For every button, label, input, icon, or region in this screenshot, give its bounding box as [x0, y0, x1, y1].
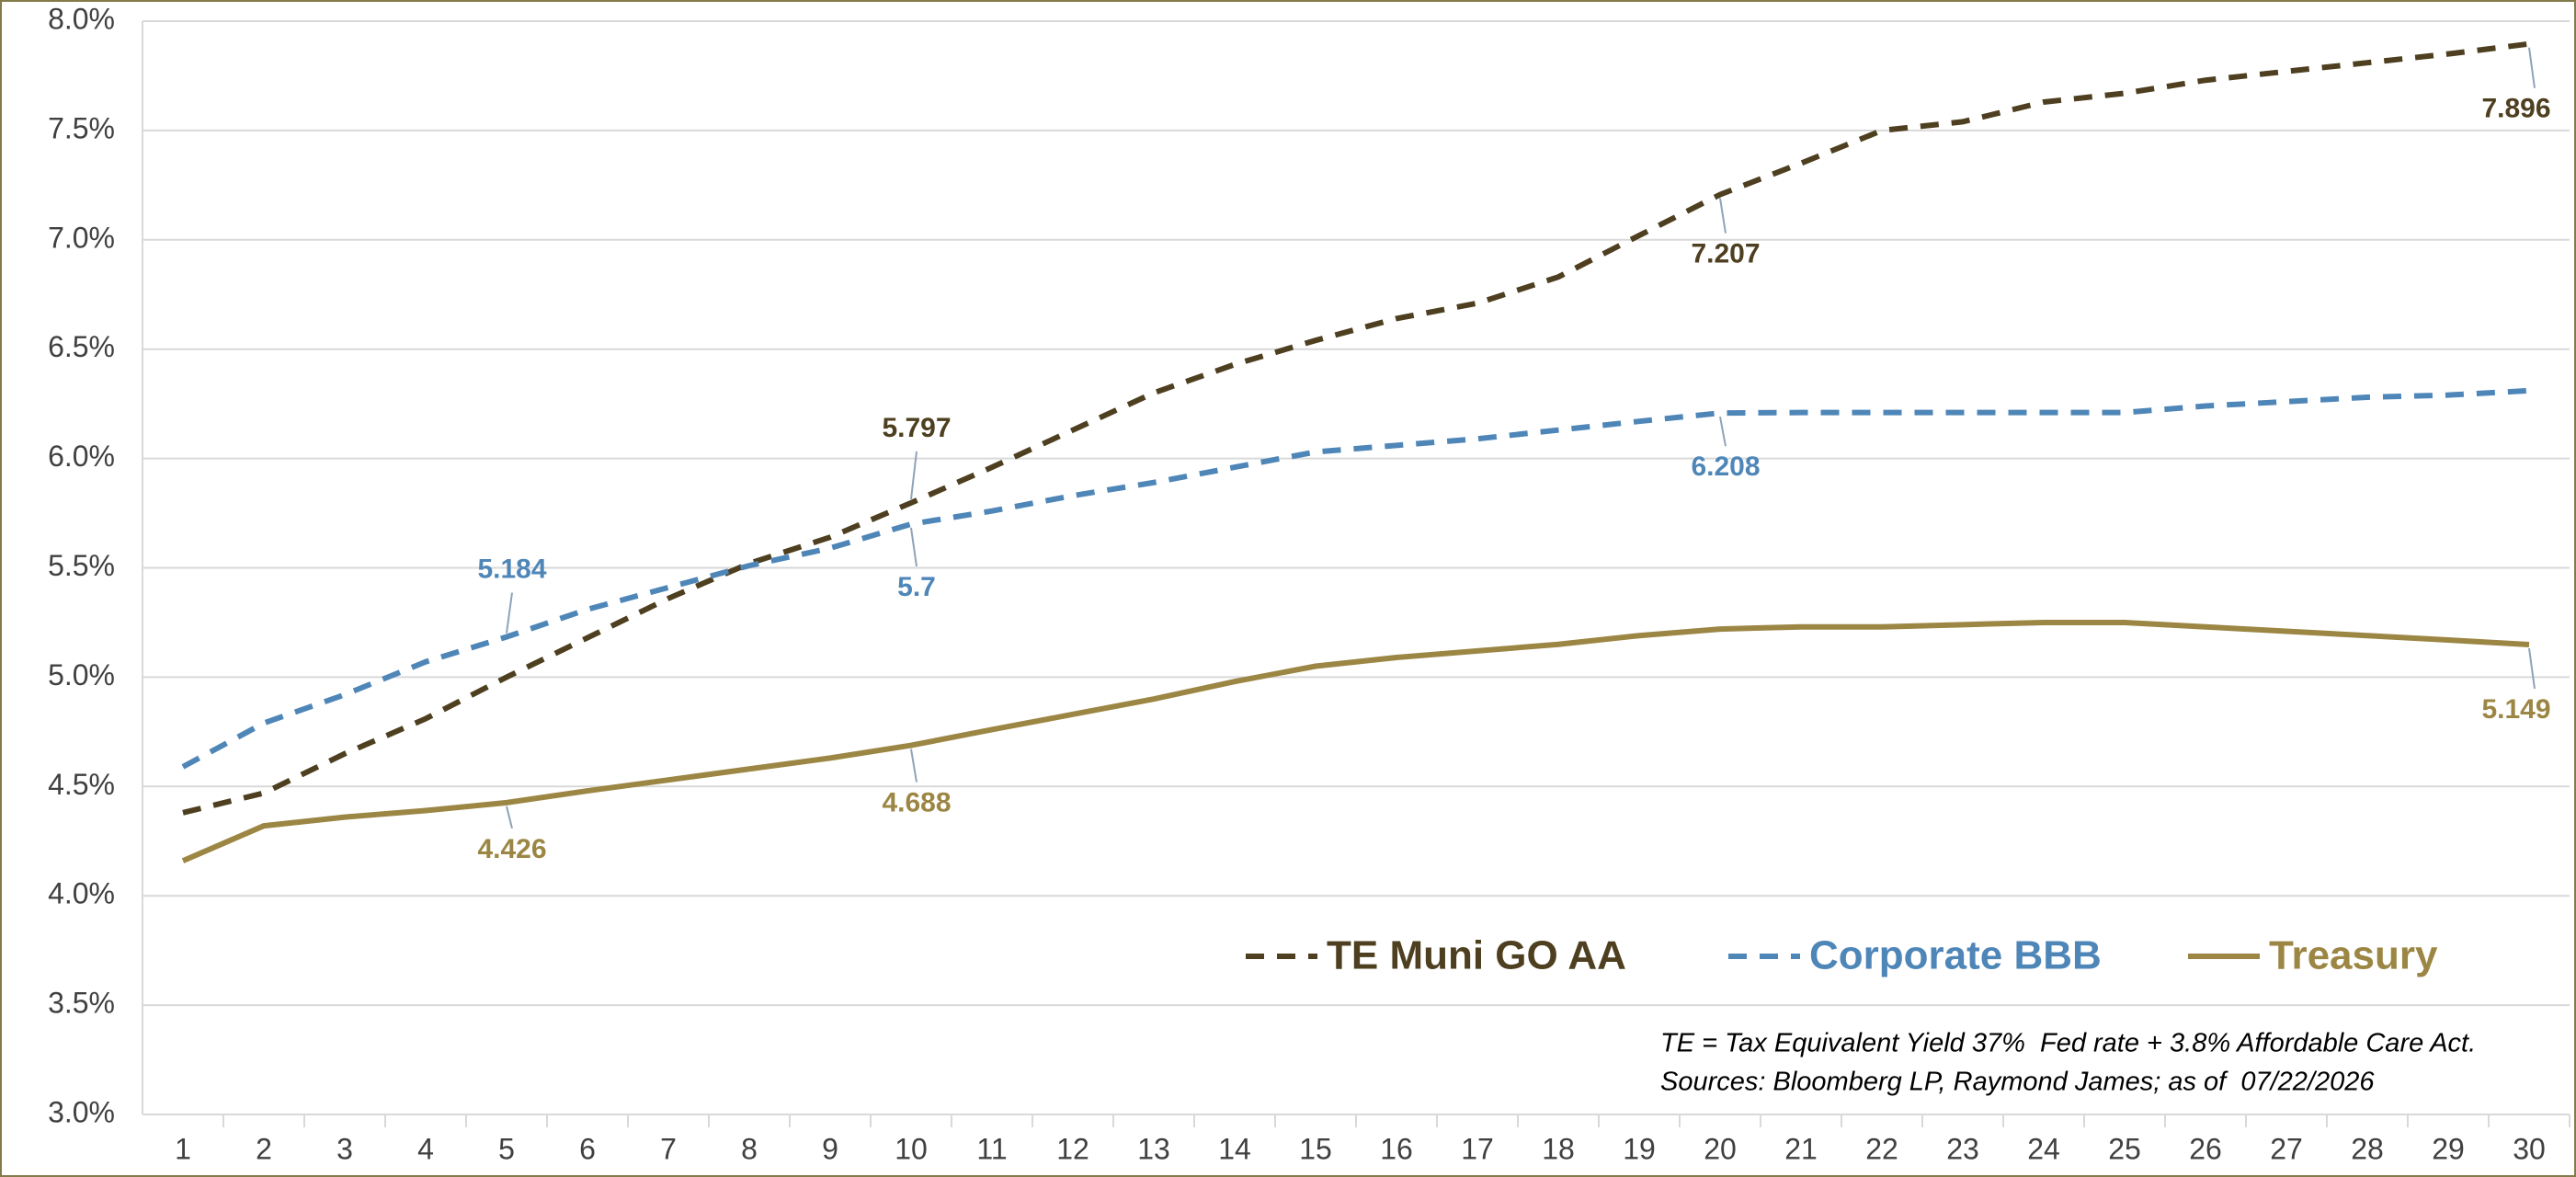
y-tick-label: 4.5%: [48, 768, 115, 801]
y-tick-label: 7.0%: [48, 221, 115, 254]
data-label: 5.7: [897, 572, 936, 602]
x-tick-label: 10: [895, 1132, 928, 1165]
y-tick-label: 3.5%: [48, 987, 115, 1020]
data-label: 6.208: [1691, 451, 1760, 482]
y-tick-label: 4.0%: [48, 877, 115, 910]
x-tick-label: 2: [256, 1132, 272, 1165]
x-tick-label: 22: [1865, 1132, 1898, 1165]
data-label: 4.688: [882, 788, 951, 818]
x-tick-label: 13: [1137, 1132, 1170, 1165]
x-tick-label: 24: [2027, 1132, 2060, 1165]
x-tick-label: 30: [2513, 1132, 2546, 1165]
label-leader: [2528, 47, 2536, 88]
x-tick-label: 9: [822, 1132, 838, 1165]
series-line: [182, 40, 2530, 816]
x-tick-label: 14: [1218, 1132, 1251, 1165]
label-leader: [910, 527, 918, 567]
x-tick-label: 1: [175, 1132, 191, 1165]
series-line: [181, 619, 2530, 863]
x-tick-label: 26: [2189, 1132, 2222, 1165]
y-tick-label: 5.0%: [48, 658, 115, 691]
x-tick-label: 29: [2432, 1132, 2465, 1165]
y-tick-label: 8.0%: [48, 2, 115, 35]
label-leader: [1719, 198, 1727, 234]
x-tick-label: 20: [1704, 1132, 1737, 1165]
y-tick-label: 5.5%: [48, 549, 115, 582]
x-tick-label: 8: [741, 1132, 758, 1165]
label-leader: [506, 592, 513, 634]
x-tick-label: 12: [1056, 1132, 1089, 1165]
x-tick-label: 16: [1380, 1132, 1413, 1165]
x-tick-label: 5: [498, 1132, 515, 1165]
x-tick-label: 7: [660, 1132, 677, 1165]
x-tick-label: 25: [2108, 1132, 2141, 1165]
data-label: 7.896: [2481, 94, 2550, 124]
x-tick-label: 18: [1542, 1132, 1575, 1165]
y-tick-label: 3.0%: [48, 1095, 115, 1128]
x-tick-label: 27: [2270, 1132, 2303, 1165]
x-tick-label: 3: [336, 1132, 353, 1165]
label-leader: [910, 748, 918, 783]
x-tick-label: 4: [417, 1132, 434, 1165]
label-leader: [1719, 416, 1727, 447]
x-tick-label: 11: [976, 1132, 1007, 1165]
note: TE = Tax Equivalent Yield 37% Fed rate +…: [1660, 1029, 2476, 1058]
x-tick-label: 28: [2351, 1132, 2384, 1165]
data-label: 5.149: [2481, 694, 2550, 725]
y-tick-label: 7.5%: [48, 111, 115, 144]
legend-label: Treasury: [2269, 933, 2438, 978]
legend-label: Corporate BBB: [1809, 933, 2102, 978]
note: Sources: Bloomberg LP, Raymond James; as…: [1660, 1068, 2375, 1097]
x-tick-label: 21: [1784, 1132, 1818, 1165]
legend-label: TE Muni GO AA: [1327, 933, 1626, 978]
y-tick-label: 6.0%: [48, 440, 115, 473]
data-label: 4.426: [477, 834, 546, 864]
y-tick-label: 6.5%: [48, 330, 115, 363]
data-label: 5.184: [477, 554, 546, 585]
label-leader: [910, 451, 918, 499]
label-leader: [506, 806, 513, 829]
x-tick-label: 17: [1461, 1132, 1494, 1165]
x-tick-label: 6: [579, 1132, 596, 1165]
label-leader: [2528, 647, 2536, 690]
x-tick-label: 23: [1946, 1132, 1979, 1165]
data-label: 7.207: [1691, 238, 1760, 269]
x-tick-label: 19: [1623, 1132, 1656, 1165]
data-label: 5.797: [882, 413, 951, 443]
series-line: [181, 387, 2530, 770]
x-tick-label: 15: [1299, 1132, 1332, 1165]
